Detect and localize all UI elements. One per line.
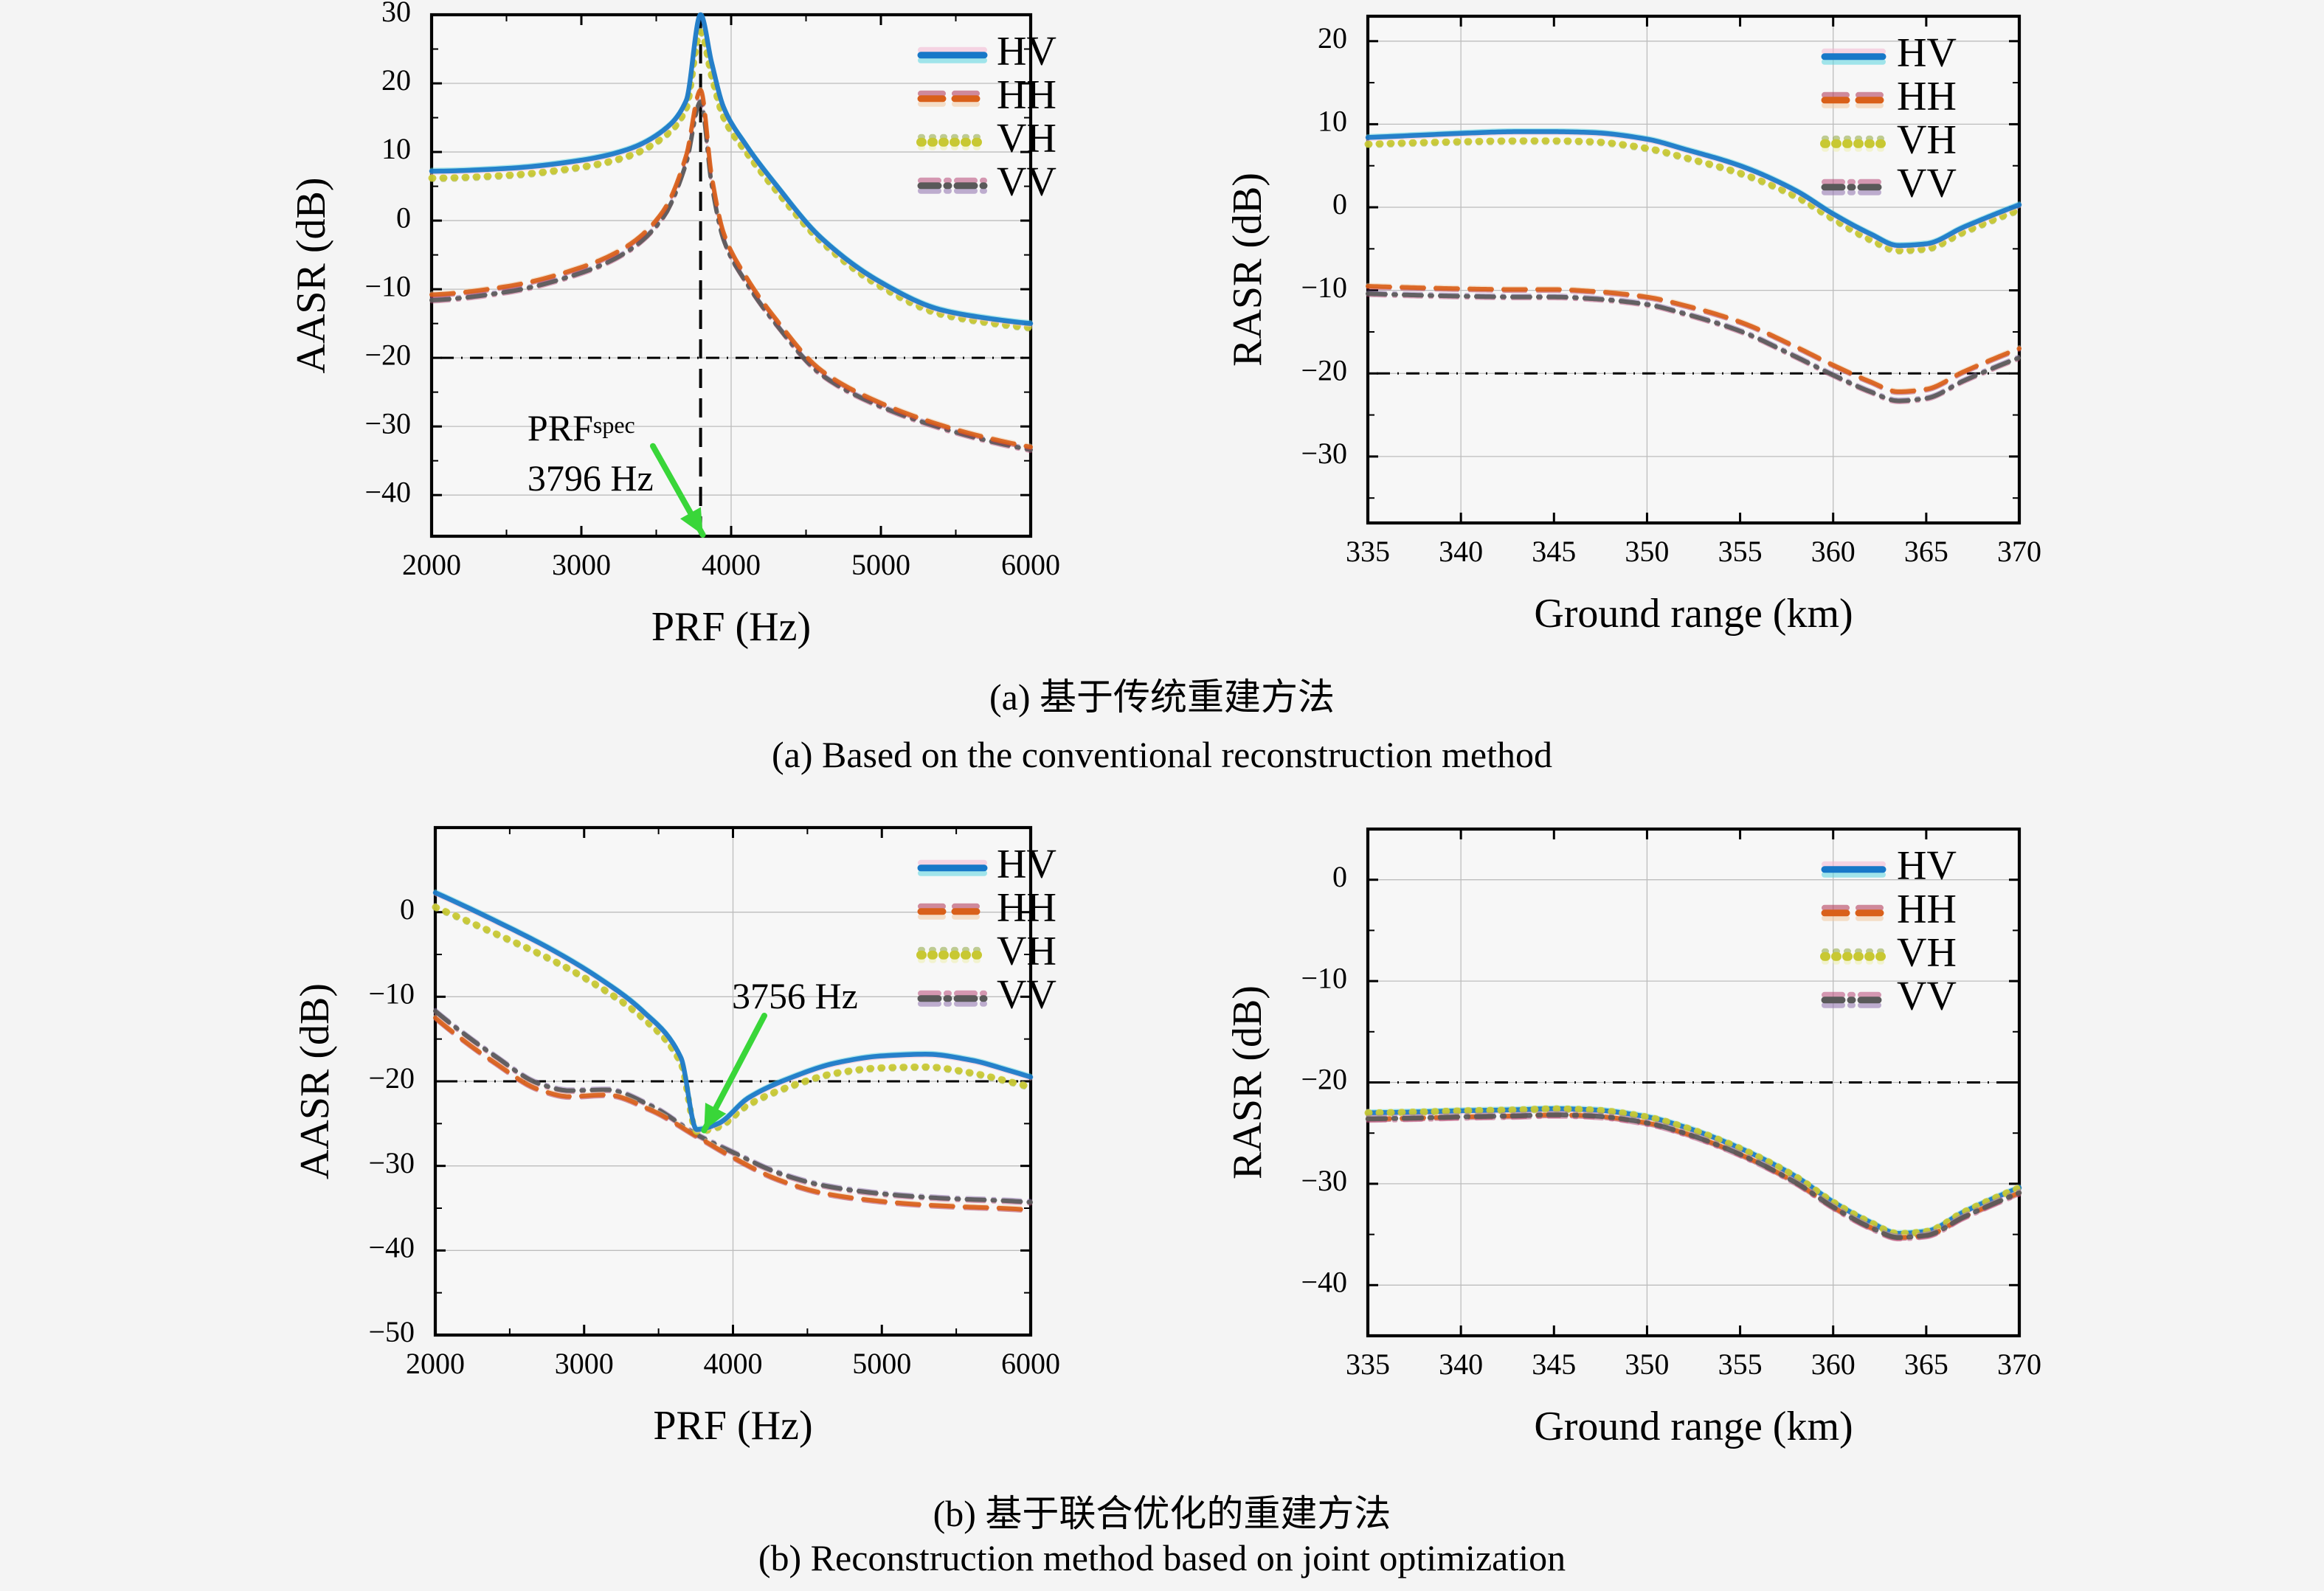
svg-text:10: 10 [381,132,411,165]
svg-text:−40: −40 [1301,1265,1347,1298]
svg-text:VV: VV [1897,974,1957,1019]
svg-text:(a) 基于传统重建方法: (a) 基于传统重建方法 [989,676,1335,718]
svg-text:2000: 2000 [406,1347,465,1380]
svg-text:HH: HH [997,72,1056,118]
svg-text:VH: VH [997,929,1056,974]
svg-text:Ground range (km): Ground range (km) [1534,591,1853,637]
svg-text:355: 355 [1718,1348,1763,1381]
svg-text:VH: VH [1897,930,1957,976]
svg-text:−10: −10 [368,977,415,1011]
svg-text:30: 30 [381,0,411,28]
svg-text:335: 335 [1346,535,1390,568]
svg-text:−10: −10 [1301,961,1347,994]
svg-text:350: 350 [1625,1348,1669,1381]
svg-text:360: 360 [1811,1348,1856,1381]
svg-text:−20: −20 [1301,1063,1347,1096]
svg-text:5000: 5000 [851,548,910,581]
svg-text:350: 350 [1625,535,1669,568]
svg-text:0: 0 [400,892,415,926]
svg-text:365: 365 [1904,535,1948,568]
svg-text:(b) 基于联合优化的重建方法: (b) 基于联合优化的重建方法 [933,1493,1391,1534]
svg-text:PRF (Hz): PRF (Hz) [653,1403,812,1449]
svg-text:AASR (dB): AASR (dB) [292,983,338,1179]
svg-text:345: 345 [1532,1348,1576,1381]
svg-text:0: 0 [396,201,411,234]
svg-text:(b) Reconstruction method base: (b) Reconstruction method based on joint… [758,1537,1566,1578]
svg-text:335: 335 [1346,1348,1390,1381]
svg-text:360: 360 [1811,535,1856,568]
svg-text:355: 355 [1718,535,1763,568]
svg-text:PRF (Hz): PRF (Hz) [651,604,811,650]
svg-text:−20: −20 [1301,353,1347,387]
svg-text:365: 365 [1904,1348,1948,1381]
svg-text:2000: 2000 [402,548,461,581]
svg-text:HH: HH [997,885,1056,931]
svg-text:3796 Hz: 3796 Hz [528,457,654,499]
svg-text:Ground range (km): Ground range (km) [1534,1404,1853,1449]
svg-text:VH: VH [1897,117,1957,163]
svg-text:3000: 3000 [555,1347,614,1380]
svg-text:AASR (dB): AASR (dB) [288,177,334,373]
svg-text:20: 20 [381,63,411,97]
svg-text:4000: 4000 [704,1347,763,1380]
svg-text:345: 345 [1532,535,1576,568]
svg-text:−10: −10 [364,269,411,302]
svg-text:0: 0 [1332,860,1347,893]
svg-text:HV: HV [997,29,1056,74]
svg-text:(a) Based on the conventional: (a) Based on the conventional reconstruc… [772,734,1552,775]
svg-text:−30: −30 [1301,437,1347,470]
svg-text:−20: −20 [368,1061,415,1095]
svg-text:HV: HV [1897,843,1957,889]
svg-text:−40: −40 [368,1231,415,1264]
svg-text:3756 Hz: 3756 Hz [732,975,858,1016]
svg-text:HV: HV [997,842,1056,887]
svg-text:370: 370 [1997,1348,2041,1381]
svg-text:−30: −30 [1301,1164,1347,1197]
svg-text:VV: VV [997,972,1056,1018]
svg-text:6000: 6000 [1001,1347,1060,1380]
svg-text:340: 340 [1439,1348,1483,1381]
svg-text:370: 370 [1997,535,2041,568]
svg-text:RASR (dB): RASR (dB) [1225,985,1270,1179]
svg-text:VV: VV [997,159,1056,205]
svg-text:6000: 6000 [1001,548,1060,581]
svg-text:RASR (dB): RASR (dB) [1225,173,1270,367]
svg-text:−50: −50 [368,1315,415,1348]
svg-text:HH: HH [1897,74,1957,119]
svg-text:340: 340 [1439,535,1483,568]
svg-text:−10: −10 [1301,271,1347,304]
svg-text:10: 10 [1318,105,1347,138]
svg-text:−20: −20 [364,338,411,371]
svg-text:4000: 4000 [702,548,761,581]
svg-text:0: 0 [1332,187,1347,221]
svg-text:3000: 3000 [552,548,611,581]
svg-text:HV: HV [1897,30,1957,76]
svg-text:VV: VV [1897,161,1957,207]
svg-text:VH: VH [997,116,1056,162]
svg-text:−30: −30 [364,406,411,440]
svg-text:−40: −40 [364,475,411,508]
svg-text:20: 20 [1318,21,1347,55]
svg-text:5000: 5000 [852,1347,911,1380]
svg-text:HH: HH [1897,887,1957,932]
svg-text:−30: −30 [368,1146,415,1179]
